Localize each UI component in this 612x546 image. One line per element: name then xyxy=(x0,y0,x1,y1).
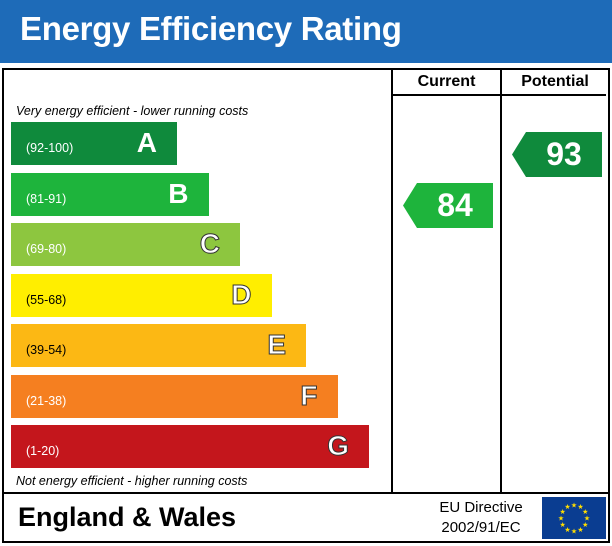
page-title: Energy Efficiency Rating xyxy=(20,10,402,47)
star-icon: ★ xyxy=(577,526,583,534)
current-rating-value: 84 xyxy=(437,186,473,223)
column-divider-potential xyxy=(500,68,502,493)
band-f: (21-38) F xyxy=(11,374,338,418)
region-label: England & Wales xyxy=(18,502,237,532)
band-letter: A xyxy=(136,127,157,158)
band-letter: B xyxy=(168,177,189,209)
column-divider-current xyxy=(391,68,393,493)
star-icon: ★ xyxy=(571,502,577,510)
star-icon: ★ xyxy=(558,515,564,523)
potential-rating-arrow: 93 xyxy=(512,132,602,177)
band-d: (55-68) D xyxy=(11,273,272,317)
current-arrow-shape xyxy=(403,182,493,228)
current-column-header: Current xyxy=(417,73,476,90)
band-range-label: (55-68) xyxy=(26,292,67,307)
band-range-label: (39-54) xyxy=(26,343,67,357)
directive-line-2: 2002/91/EC xyxy=(441,519,521,536)
potential-column-header: Potential xyxy=(521,73,589,90)
band-range-label: (1-20) xyxy=(26,444,60,458)
potential-arrow-shape xyxy=(512,132,602,177)
bottom-note: Not energy efficient - higher running co… xyxy=(16,474,248,488)
directive-line-1: EU Directive xyxy=(439,499,523,516)
band-e: (39-54) E xyxy=(11,324,306,367)
rating-frame xyxy=(2,68,610,543)
band-letter: C xyxy=(199,228,220,260)
band-range-label: (69-80) xyxy=(26,242,67,256)
band-g: (1-20) G xyxy=(11,425,369,468)
star-icon: ★ xyxy=(584,515,590,523)
star-icon: ★ xyxy=(564,526,570,534)
band-letter: D xyxy=(231,278,252,310)
header-divider xyxy=(393,94,606,96)
star-icon: ★ xyxy=(560,508,566,516)
star-icon: ★ xyxy=(582,508,588,516)
eu-flag-icon: ★ ★ ★ ★ ★ ★ ★ ★ ★ ★ ★ ★ xyxy=(542,497,606,544)
band-b: (81-91) B xyxy=(11,172,209,216)
band-range-label: (21-38) xyxy=(26,393,67,408)
star-icon: ★ xyxy=(571,528,577,536)
band-c: (69-80) C xyxy=(11,223,240,266)
band-a: (92-100) A xyxy=(11,122,177,165)
band-range-label: (92-100) xyxy=(26,141,74,155)
potential-rating-value: 93 xyxy=(546,136,582,172)
current-rating-arrow: 84 xyxy=(403,182,493,228)
star-icon: ★ xyxy=(564,503,570,511)
band-letter: E xyxy=(267,329,287,361)
band-letter: F xyxy=(300,379,318,411)
top-note: Very energy efficient - lower running co… xyxy=(16,104,249,118)
star-icon: ★ xyxy=(582,521,588,529)
star-icon: ★ xyxy=(560,521,566,529)
star-icon: ★ xyxy=(577,503,583,511)
header-bar: Energy Efficiency Rating xyxy=(0,0,612,63)
footer-divider xyxy=(2,492,608,494)
band-range-label: (81-91) xyxy=(26,191,67,206)
band-letter: G xyxy=(327,430,350,462)
eu-directive: EU Directive 2002/91/EC xyxy=(420,498,542,538)
